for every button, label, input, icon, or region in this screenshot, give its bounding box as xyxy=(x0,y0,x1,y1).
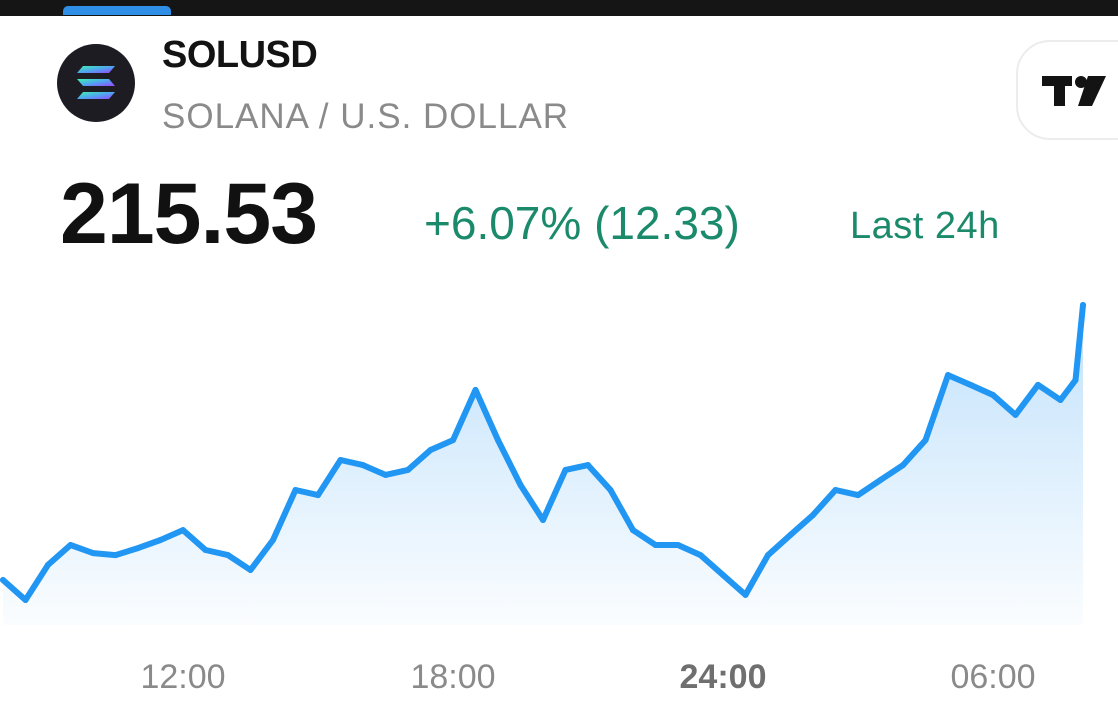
x-tick-label: 12:00 xyxy=(140,658,225,696)
solana-logo-icon xyxy=(57,44,135,122)
data-point xyxy=(990,391,996,398)
data-point xyxy=(720,572,726,578)
x-tick-label: 24:00 xyxy=(680,658,767,696)
data-point xyxy=(1057,397,1064,404)
data-point xyxy=(630,527,636,534)
data-point xyxy=(945,372,951,379)
data-point xyxy=(450,437,456,444)
data-point xyxy=(472,386,479,393)
symbol-title: SOLUSD xyxy=(162,34,318,76)
data-point xyxy=(0,577,6,584)
top-bar xyxy=(0,0,1118,16)
data-point xyxy=(90,550,96,557)
data-point xyxy=(45,561,51,568)
last-price: 215.53 xyxy=(60,166,318,262)
data-point xyxy=(1012,411,1019,418)
price-area-fill xyxy=(3,305,1083,625)
price-line xyxy=(0,302,1086,603)
data-point xyxy=(832,487,839,494)
x-tick-label: 18:00 xyxy=(410,658,495,696)
data-point xyxy=(517,481,524,488)
data-point xyxy=(202,547,209,554)
data-point xyxy=(967,381,974,388)
data-point xyxy=(135,545,141,552)
data-point xyxy=(697,552,704,559)
data-point xyxy=(1072,377,1079,384)
data-point xyxy=(427,446,434,453)
data-point xyxy=(495,437,501,444)
data-point xyxy=(180,527,186,534)
data-point xyxy=(765,552,771,559)
data-point xyxy=(382,471,389,478)
data-point xyxy=(585,462,591,469)
data-point xyxy=(247,566,254,573)
data-point xyxy=(315,492,321,499)
x-tick-label: 06:00 xyxy=(950,658,1035,696)
data-point xyxy=(877,476,884,483)
active-tab-indicator[interactable] xyxy=(63,6,171,15)
data-point xyxy=(112,552,119,559)
data-point xyxy=(922,437,929,444)
data-point xyxy=(540,517,546,524)
data-point xyxy=(810,511,816,518)
data-point xyxy=(292,487,299,494)
symbol-description: SOLANA / U.S. DOLLAR xyxy=(162,97,570,136)
data-point xyxy=(22,596,29,603)
data-point xyxy=(360,462,366,469)
data-point xyxy=(787,531,794,538)
tradingview-button[interactable] xyxy=(1016,40,1118,140)
data-point xyxy=(157,536,164,543)
data-point xyxy=(270,536,276,543)
change-period: Last 24h xyxy=(850,205,1000,247)
data-point xyxy=(405,466,411,473)
data-point xyxy=(1035,381,1041,388)
data-point xyxy=(900,462,906,469)
data-point xyxy=(607,487,614,494)
data-point xyxy=(67,541,74,548)
data-point xyxy=(337,457,344,464)
data-point xyxy=(742,591,749,598)
price-change: +6.07% (12.33) xyxy=(424,197,740,249)
data-point xyxy=(225,552,231,559)
data-point xyxy=(1080,301,1086,308)
data-point xyxy=(652,541,659,548)
data-point xyxy=(562,466,569,473)
data-point xyxy=(675,541,681,548)
data-point xyxy=(855,492,861,499)
tradingview-logo-icon xyxy=(1042,76,1106,106)
